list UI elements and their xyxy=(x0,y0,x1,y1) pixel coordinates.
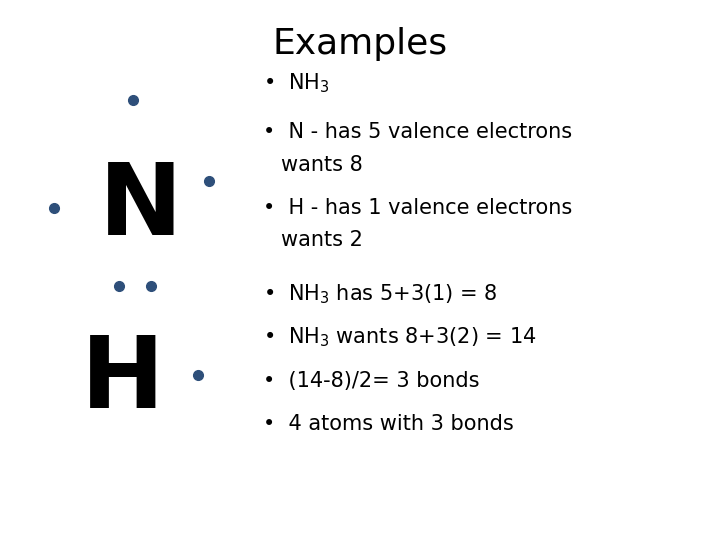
Text: •  (14-8)/2= 3 bonds: • (14-8)/2= 3 bonds xyxy=(263,370,480,391)
Text: •  N - has 5 valence electrons: • N - has 5 valence electrons xyxy=(263,122,572,143)
Text: •  NH$_3$ wants 8+3(2) = 14: • NH$_3$ wants 8+3(2) = 14 xyxy=(263,326,536,349)
Text: N: N xyxy=(99,159,182,256)
Text: wants 2: wants 2 xyxy=(281,230,363,251)
Text: •  4 atoms with 3 bonds: • 4 atoms with 3 bonds xyxy=(263,414,513,434)
Text: •  NH$_3$: • NH$_3$ xyxy=(263,72,329,96)
Text: •  NH$_3$ has 5+3(1) = 8: • NH$_3$ has 5+3(1) = 8 xyxy=(263,282,498,306)
Text: wants 8: wants 8 xyxy=(281,154,363,175)
Text: H: H xyxy=(81,332,164,429)
Text: •  H - has 1 valence electrons: • H - has 1 valence electrons xyxy=(263,198,572,218)
Text: Examples: Examples xyxy=(272,27,448,61)
